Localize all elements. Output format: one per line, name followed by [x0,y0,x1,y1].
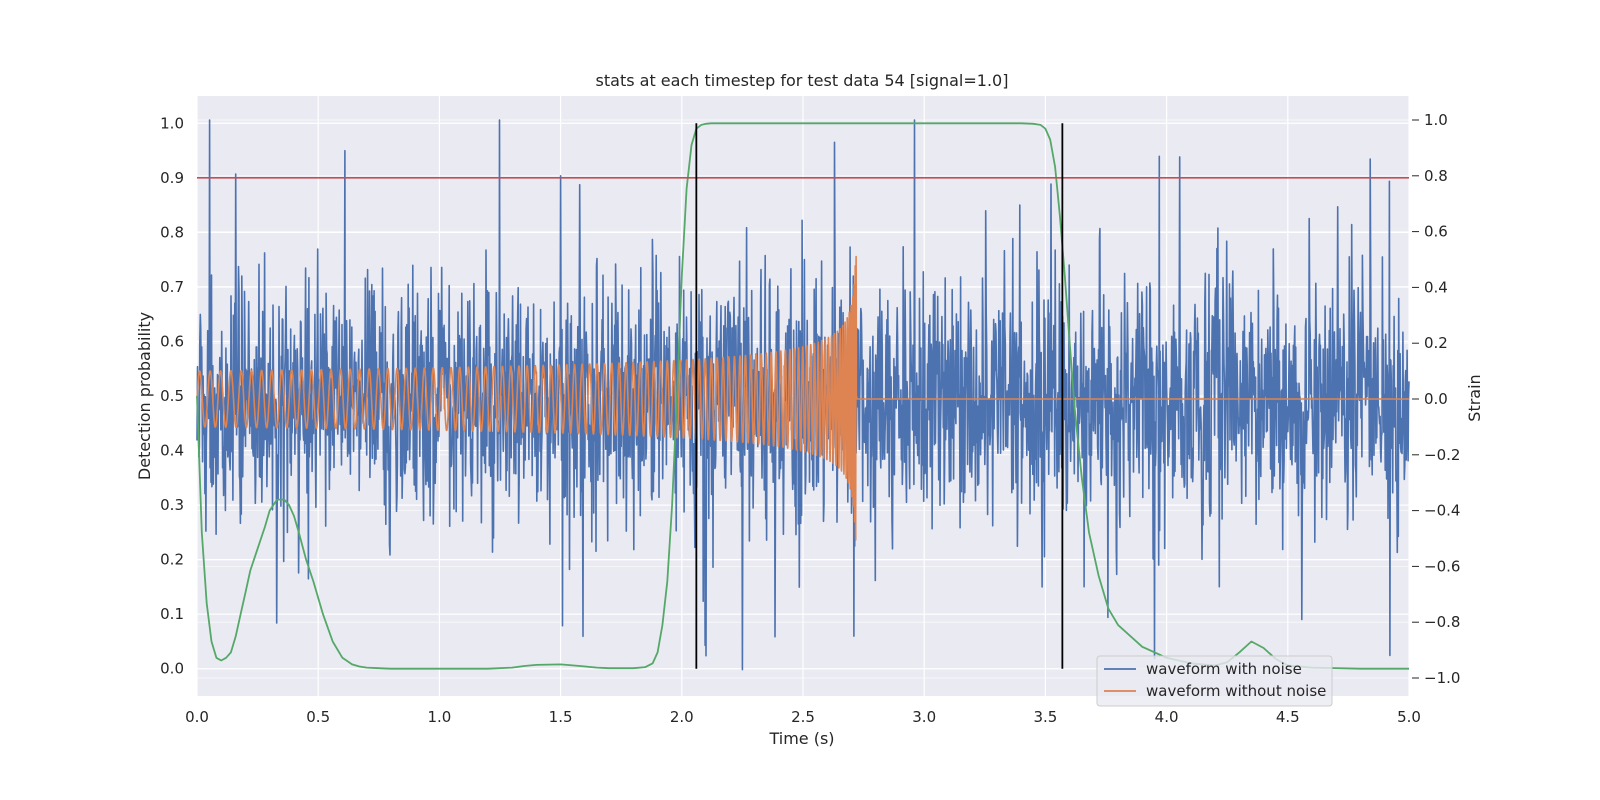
y-axis-left: 0.0 0.1 0.2 0.3 0.4 0.5 0.6 0.7 0.8 0.9 1.0 [160,114,184,677]
x-axis-title: Time (s) [768,729,834,748]
y-axis-right-title: Strain [1465,374,1484,421]
x-tick-label: 3.0 [912,708,936,726]
legend: waveform with noise waveform without noi… [1096,655,1333,707]
x-tick-label: 1.5 [549,708,573,726]
y-tick-label: 0.7 [160,278,184,296]
y2-tick-label: 0.2 [1424,334,1448,352]
y2-tick-label: −1.0 [1424,669,1460,687]
y2-tick-label: −0.4 [1424,502,1460,520]
x-tick-label: 2.5 [791,708,815,726]
y2-tick-label: −0.8 [1424,613,1460,631]
legend-label-noise: waveform with noise [1146,660,1302,678]
y-tick-label: 0.8 [160,223,184,241]
x-tick-label: 2.0 [670,708,694,726]
x-tick-label: 4.5 [1276,708,1300,726]
y2-tick-label: −0.2 [1424,446,1460,464]
legend-label-clean: waveform without noise [1146,682,1326,700]
y2-tick-label: −0.6 [1424,557,1460,575]
legend-box [1096,655,1333,707]
x-tick-label: 0.0 [185,708,209,726]
y-tick-label: 0.9 [160,169,184,187]
chart-title: stats at each timestep for test data 54 … [596,71,1009,90]
y-axis-title: Detection probability [135,312,154,480]
series-detection-probability [196,122,1409,670]
y-axis-right: −1.0 −0.8 −0.6 −0.4 −0.2 0.0 0.2 0.4 0.6 0.8 1.0 [1412,111,1460,687]
y-tick-label: 0.5 [160,387,184,405]
x-tick-label: 3.5 [1033,708,1057,726]
x-tick-label: 1.0 [427,708,451,726]
y2-tick-label: 0.0 [1424,390,1448,408]
x-axis: 0.0 0.5 1.0 1.5 2.0 2.5 3.0 3.5 4.0 4.5 5.0 [185,708,1421,726]
y-tick-label: 0.3 [160,496,184,514]
x-tick-label: 0.5 [306,708,330,726]
y-tick-label: 1.0 [160,114,184,132]
y-tick-label: 0.2 [160,551,184,569]
y2-tick-label: 0.6 [1424,223,1448,241]
y-tick-label: 0.4 [160,442,184,460]
y-tick-label: 0.6 [160,332,184,350]
series-layer [196,119,1410,671]
y2-tick-label: 0.4 [1424,278,1448,296]
series-waveform-without-noise [196,255,1409,541]
y-tick-label: 0.0 [160,660,184,678]
y2-tick-label: 0.8 [1424,167,1448,185]
y-tick-label: 0.1 [160,605,184,623]
y2-tick-label: 1.0 [1424,111,1448,129]
x-tick-label: 4.0 [1155,708,1179,726]
x-tick-label: 5.0 [1397,708,1421,726]
